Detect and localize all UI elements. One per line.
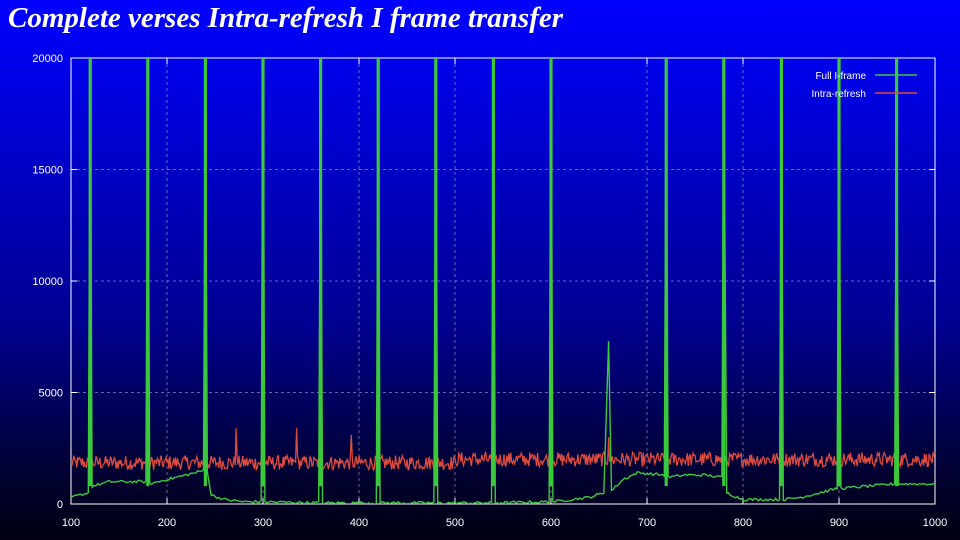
- y-tick-label-15000: 15000: [32, 165, 63, 177]
- y-tick-label-0: 0: [57, 499, 63, 511]
- x-tick-label-800: 800: [734, 517, 752, 529]
- x-tick-label-1000: 1000: [923, 517, 947, 529]
- x-tick-label-300: 300: [254, 517, 272, 529]
- x-tick-label-900: 900: [830, 517, 848, 529]
- chart-title: Complete verses Intra-refresh I frame tr…: [8, 2, 564, 34]
- legend-label-intra-refresh: Intra-refresh: [812, 89, 866, 100]
- series-line-full-i-frame: [71, 58, 935, 504]
- x-tick-label-700: 700: [638, 517, 656, 529]
- y-tick-label-10000: 10000: [32, 276, 63, 288]
- series-line-intra-refresh: [71, 363, 935, 472]
- y-tick-label-5000: 5000: [39, 388, 63, 400]
- x-tick-label-600: 600: [542, 517, 560, 529]
- y-tick-label-20000: 20000: [32, 53, 63, 65]
- legend-label-full-i-frame: Full I-frame: [815, 71, 866, 82]
- x-tick-label-200: 200: [158, 517, 176, 529]
- x-tick-label-100: 100: [62, 517, 80, 529]
- x-tick-label-400: 400: [350, 517, 368, 529]
- legend: Full I-frame Intra-refresh: [812, 71, 917, 100]
- x-tick-label-500: 500: [446, 517, 464, 529]
